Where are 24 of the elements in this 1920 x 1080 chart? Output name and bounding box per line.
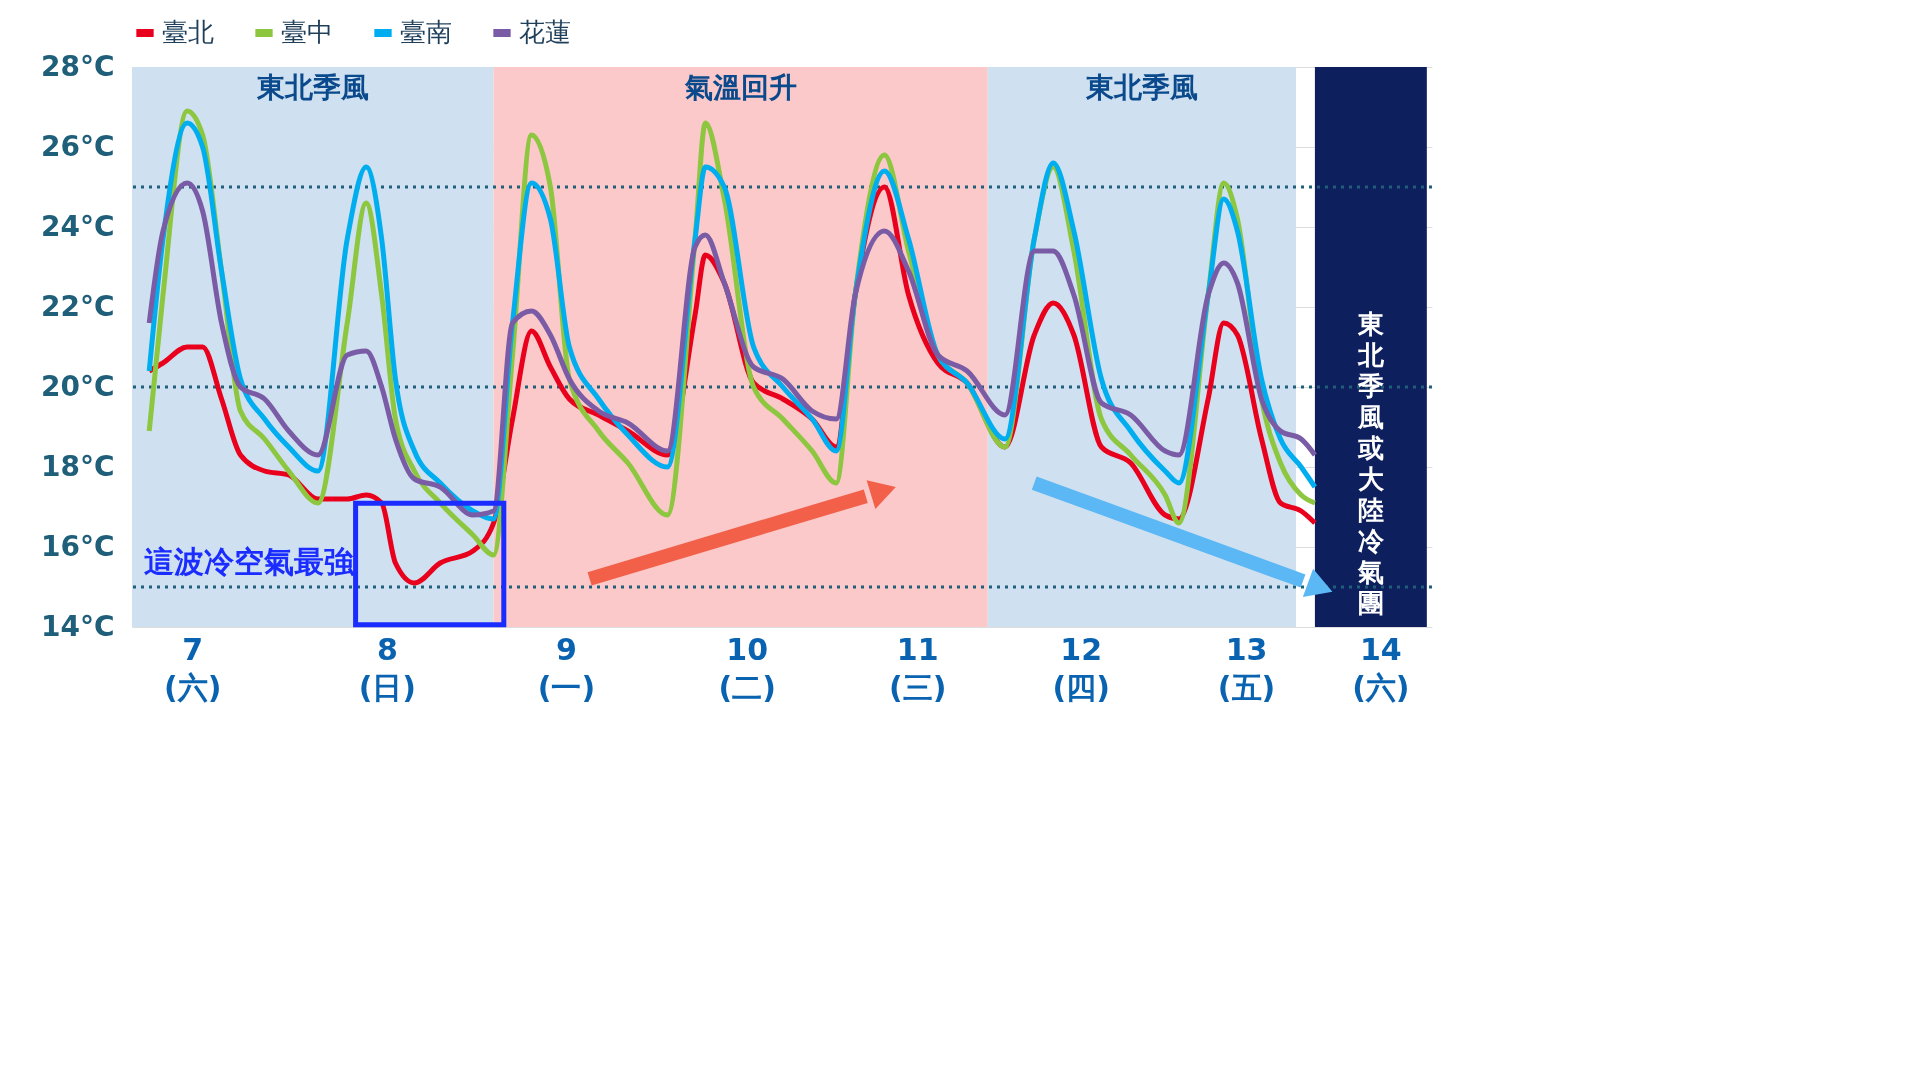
y-tick-label: 28°C [40,49,115,83]
legend-label: 臺南 [400,17,452,47]
legend-label: 臺北 [162,17,214,47]
band-label: 東北季風 [255,71,369,104]
band-label: 東北季風 [1084,71,1198,104]
band-label: 氣溫回升 [683,71,797,104]
y-tick-label: 14°C [40,609,115,643]
y-tick-label: 16°C [40,529,115,563]
text: 東北季風或大陸冷氣團 [1357,308,1384,618]
x-tick-label: 7 (六) [164,631,222,705]
x-tick-label: 12 (四) [1052,631,1110,705]
y-tick-label: 24°C [40,209,115,243]
x-tick-label: 8 (日) [358,631,417,705]
x-tick-label: 10 (二) [718,631,776,705]
x-tick-label: 11 (三) [888,631,947,705]
x-tick-label: 14 (六) [1352,631,1410,705]
y-tick-label: 20°C [40,369,115,403]
y-tick-label: 22°C [40,289,115,323]
x-tick-label: 9 (一) [537,631,596,705]
legend-label: 花蓮 [519,17,571,47]
y-tick-label: 26°C [40,129,115,163]
y-tick-label: 18°C [40,449,115,483]
legend-label: 臺中 [281,17,333,47]
x-tick-label: 13 (五) [1217,631,1276,705]
